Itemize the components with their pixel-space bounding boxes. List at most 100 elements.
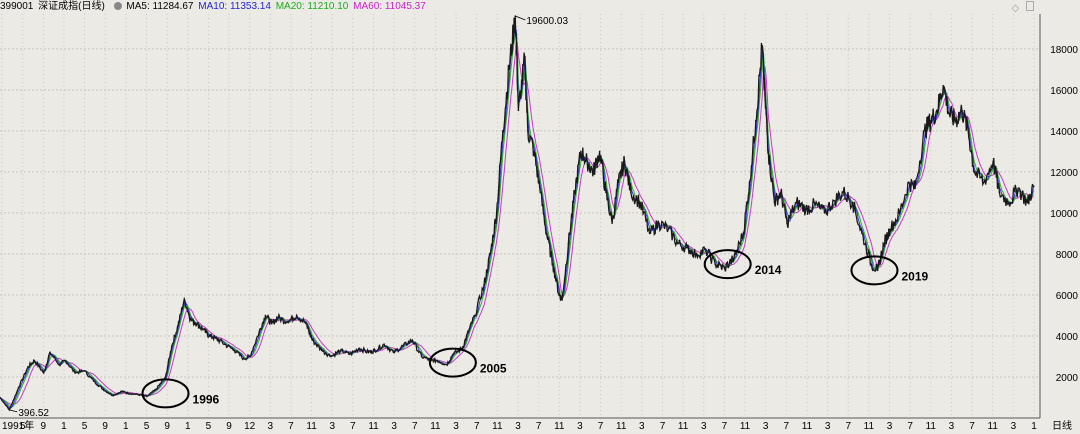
data-point: [136, 393, 139, 396]
x-tick-label: 7: [907, 421, 913, 432]
x-tick-label: 9: [226, 421, 232, 432]
annotation-layer: 396.52 19600.03 1996 2005 2014 2019: [9, 15, 928, 419]
x-tick-label: 1: [123, 421, 129, 432]
data-point: [586, 160, 588, 163]
data-point: [761, 45, 763, 48]
data-point: [49, 351, 51, 354]
x-tick-label: 3: [887, 421, 893, 432]
data-point: [445, 363, 448, 366]
data-point: [889, 228, 891, 231]
data-point: [473, 314, 476, 317]
data-point: [452, 353, 454, 356]
x-tick-label: 7: [660, 421, 666, 432]
y-tick-label: 12000: [1050, 168, 1078, 179]
x-tick-label: 7: [969, 421, 975, 432]
data-point: [517, 109, 520, 112]
data-point: [111, 394, 114, 397]
data-point: [908, 181, 910, 183]
data-point: [764, 99, 766, 101]
data-point: [942, 84, 944, 87]
data-point: [611, 222, 613, 224]
data-point: [33, 359, 36, 362]
high-point-pointer: [515, 15, 526, 21]
x-tick-label: 7: [288, 421, 294, 432]
x-tick-label: 7: [722, 421, 728, 432]
year-label: 2014: [755, 263, 782, 277]
data-point: [523, 58, 526, 60]
data-point: [567, 242, 570, 245]
x-tick-label: 7: [350, 421, 356, 432]
x-tick-label: 3: [268, 421, 274, 432]
data-point: [898, 212, 901, 214]
data-point: [639, 201, 642, 204]
settings-dot-icon[interactable]: [113, 2, 122, 10]
y-tick-label: 4000: [1056, 332, 1079, 343]
data-point: [214, 337, 217, 339]
data-point: [508, 68, 510, 71]
data-point: [155, 388, 157, 391]
year-label: 2005: [480, 362, 507, 376]
high-point-label: 19600.03: [526, 16, 568, 27]
low-point-label: 396.52: [18, 408, 49, 419]
x-tick-label: 1: [61, 421, 67, 432]
data-point: [539, 191, 542, 194]
data-point: [305, 322, 307, 325]
data-point: [467, 331, 470, 333]
data-point: [420, 355, 423, 358]
data-point: [1017, 187, 1019, 190]
data-point: [630, 191, 632, 194]
data-point: [489, 253, 492, 255]
data-point: [121, 390, 123, 393]
data-point: [195, 322, 198, 325]
data-point: [502, 130, 504, 132]
data-point: [242, 357, 245, 360]
data-point: [598, 150, 601, 153]
data-point: [923, 130, 926, 132]
index-code: 399001: [0, 1, 34, 12]
year-label: 2019: [901, 269, 928, 283]
data-point: [592, 171, 595, 173]
ma20-line: [0, 29, 1035, 408]
y-tick-label: 18000: [1050, 45, 1078, 56]
data-point: [1032, 185, 1035, 188]
grid-layer: [0, 14, 1040, 418]
data-point: [998, 191, 1001, 194]
data-point: [973, 171, 976, 173]
data-point: [145, 395, 148, 398]
data-point: [961, 109, 963, 112]
x-tick-label: 7: [784, 421, 790, 432]
data-point: [83, 370, 86, 372]
data-point: [954, 119, 957, 122]
x-tick-label: 5: [20, 421, 26, 432]
data-point: [527, 130, 529, 132]
data-point: [402, 345, 404, 348]
diamond-icon[interactable]: ◇: [1011, 3, 1020, 14]
data-point: [676, 242, 679, 245]
x-tick-label: 11: [492, 421, 503, 432]
data-point: [64, 359, 67, 362]
data-point: [320, 349, 323, 352]
low-point-pointer: [9, 409, 18, 413]
data-point: [914, 187, 916, 190]
data-point: [495, 212, 498, 214]
data-point: [249, 355, 251, 358]
data-point: [580, 150, 582, 153]
year-label: 1996: [193, 392, 220, 406]
x-tick-label: 9: [164, 421, 170, 432]
data-point: [208, 335, 211, 337]
data-point: [330, 355, 332, 358]
data-point: [74, 372, 76, 374]
data-point: [177, 324, 179, 327]
y-tick-label: 16000: [1050, 86, 1078, 97]
data-point: [58, 363, 61, 366]
data-point: [742, 232, 745, 235]
data-point: [623, 160, 626, 163]
panel-icon[interactable]: [1026, 1, 1034, 11]
x-tick-label: 3: [949, 421, 955, 432]
data-point: [358, 347, 360, 350]
data-point: [92, 380, 95, 382]
data-point: [286, 320, 289, 323]
data-point: [804, 207, 807, 210]
ma60-label: MA60: 11045.37: [353, 1, 426, 12]
x-tick-label: 11: [306, 421, 317, 432]
